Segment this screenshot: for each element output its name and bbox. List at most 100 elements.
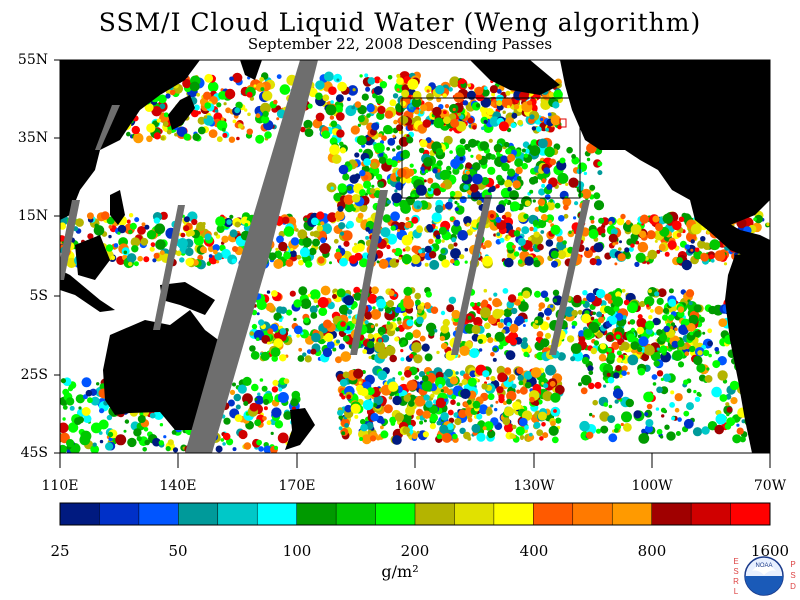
cloud-cell — [143, 256, 150, 263]
cloud-cell — [315, 112, 325, 122]
cloud-cell — [373, 76, 381, 84]
cloud-cell — [425, 400, 433, 408]
cloud-cell — [259, 378, 264, 382]
cloud-cell — [435, 148, 444, 156]
cloud-cell — [325, 104, 337, 116]
cloud-cell — [142, 447, 147, 452]
cloud-cell — [503, 308, 513, 318]
cloud-cell — [581, 300, 586, 305]
cloud-cell — [726, 417, 736, 427]
swath-gap-1 — [60, 200, 80, 280]
cloud-cell — [520, 341, 529, 350]
cloud-cell — [524, 318, 528, 323]
cloud-cell — [698, 393, 702, 397]
cloud-cell — [354, 152, 360, 158]
cloud-cell — [244, 108, 248, 112]
cloud-cell — [550, 392, 561, 403]
cloud-cell — [247, 112, 251, 117]
cloud-cell — [472, 125, 477, 130]
cloud-cell — [562, 240, 567, 245]
cloud-cell — [69, 405, 75, 411]
cloud-cell — [496, 204, 506, 214]
cloud-cell — [674, 393, 683, 402]
cloud-cell — [506, 105, 511, 109]
cloud-cell — [283, 251, 291, 260]
cloud-cell — [290, 237, 300, 246]
cloud-cell — [337, 183, 347, 193]
cloud-cell — [405, 216, 410, 221]
colorbar-label-1600: 1600 — [750, 542, 790, 560]
cloud-cell — [588, 370, 594, 376]
cloud-cell — [540, 290, 549, 299]
cloud-cell — [126, 253, 137, 263]
cloud-cell — [484, 322, 491, 330]
cloud-cell — [656, 428, 663, 435]
cloud-cell — [339, 257, 348, 267]
cloud-cell — [467, 83, 472, 88]
cloud-cell — [359, 258, 369, 268]
cloud-cell — [489, 85, 498, 94]
cloud-cell — [548, 425, 559, 436]
cloud-cell — [529, 226, 534, 232]
cloud-cell — [531, 126, 537, 131]
cloud-cell — [460, 388, 471, 399]
cloud-cell — [538, 188, 546, 196]
colorbar-swatch — [375, 503, 416, 525]
colorbar-swatch — [257, 503, 297, 525]
cloud-cell — [406, 136, 414, 144]
cloud-cell — [367, 333, 374, 340]
cloud-cell — [359, 169, 366, 177]
cloud-cell — [616, 217, 625, 226]
cloud-cell — [709, 239, 721, 251]
cloud-cell — [160, 136, 165, 141]
cloud-cell — [420, 166, 425, 171]
cloud-cell — [226, 219, 232, 225]
cloud-cell — [469, 348, 480, 359]
cloud-cell — [534, 400, 540, 406]
cloud-cell — [444, 104, 450, 109]
cloud-cell — [508, 229, 517, 238]
cloud-cell — [714, 424, 724, 435]
cloud-cell — [364, 312, 372, 320]
cloud-cell — [536, 126, 542, 132]
cloud-cell — [129, 222, 137, 230]
cloud-cell — [549, 199, 554, 203]
cloud-cell — [397, 371, 403, 376]
landmass-central-america — [690, 200, 770, 262]
cloud-cell — [424, 262, 429, 267]
cloud-cell — [232, 447, 237, 452]
cloud-cell — [595, 258, 602, 266]
svg-text:D: D — [790, 582, 796, 591]
cloud-cell — [515, 166, 523, 175]
cloud-cell — [613, 372, 620, 379]
cloud-cell — [626, 333, 636, 343]
cloud-cell — [637, 367, 646, 376]
cloud-cell — [593, 340, 600, 346]
cloud-cell — [585, 247, 589, 252]
cloud-cell — [659, 435, 664, 439]
cloud-cell — [517, 237, 526, 246]
cloud-cell — [550, 224, 561, 235]
cloud-cell — [441, 259, 450, 268]
cloud-cell — [754, 214, 763, 224]
cloud-cell — [60, 422, 69, 434]
cloud-cell — [300, 126, 306, 133]
cloud-cell — [400, 376, 405, 381]
cloud-cell — [519, 386, 528, 395]
cloud-cell — [261, 335, 271, 344]
cloud-cell — [134, 217, 140, 223]
cloud-cell — [144, 224, 150, 230]
cloud-cell — [723, 262, 728, 266]
cloud-cell — [423, 394, 430, 401]
cloud-cell — [403, 286, 413, 296]
cloud-cell — [467, 315, 472, 320]
cloud-cell — [333, 73, 342, 83]
cloud-cell — [127, 437, 137, 448]
cloud-cell — [215, 216, 226, 227]
cloud-cell — [435, 237, 442, 245]
colorbar-swatch — [533, 503, 574, 525]
cloud-cell — [685, 289, 695, 298]
cloud-cell — [556, 235, 564, 243]
cloud-cell — [516, 366, 524, 375]
cloud-cell — [395, 327, 400, 332]
